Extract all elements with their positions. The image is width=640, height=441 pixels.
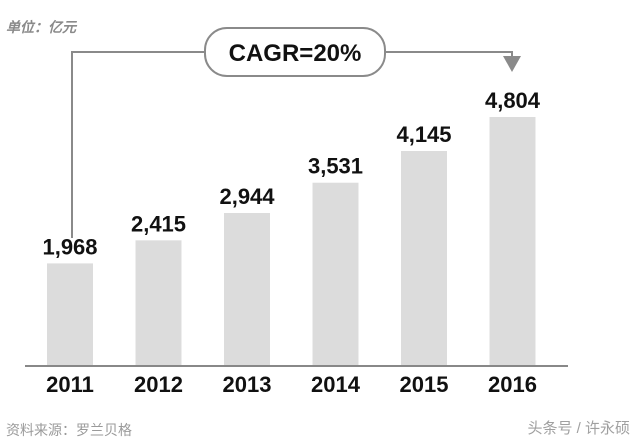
data-label: 4,145 <box>396 122 451 147</box>
bar-2013 <box>224 213 270 365</box>
source-note: 资料来源：罗兰贝格 <box>6 422 132 438</box>
x-tick-label: 2014 <box>311 372 361 397</box>
data-label: 1,968 <box>42 234 97 259</box>
unit-label: 单位：亿元 <box>6 19 76 35</box>
arrow-down-icon <box>503 56 521 72</box>
credit-watermark: 头条号 / 许永硕 <box>527 420 630 437</box>
bar-2014 <box>312 182 359 365</box>
cagr-annotation: CAGR=20% <box>229 40 362 67</box>
bar-2016 <box>489 117 536 365</box>
x-tick-label: 2011 <box>46 372 94 397</box>
data-label: 2,415 <box>131 211 186 236</box>
cagr-pill <box>204 27 386 77</box>
x-tick-label: 2013 <box>223 372 272 397</box>
bar-2015 <box>401 151 447 365</box>
x-tick-label: 2012 <box>134 372 183 397</box>
x-tick-label: 2016 <box>488 372 537 397</box>
bar-2011 <box>47 263 93 365</box>
data-label: 2,944 <box>219 184 275 209</box>
data-label: 4,804 <box>485 88 541 113</box>
bar-2012 <box>135 240 182 365</box>
data-label: 3,531 <box>308 154 363 179</box>
x-tick-label: 2015 <box>400 372 449 397</box>
